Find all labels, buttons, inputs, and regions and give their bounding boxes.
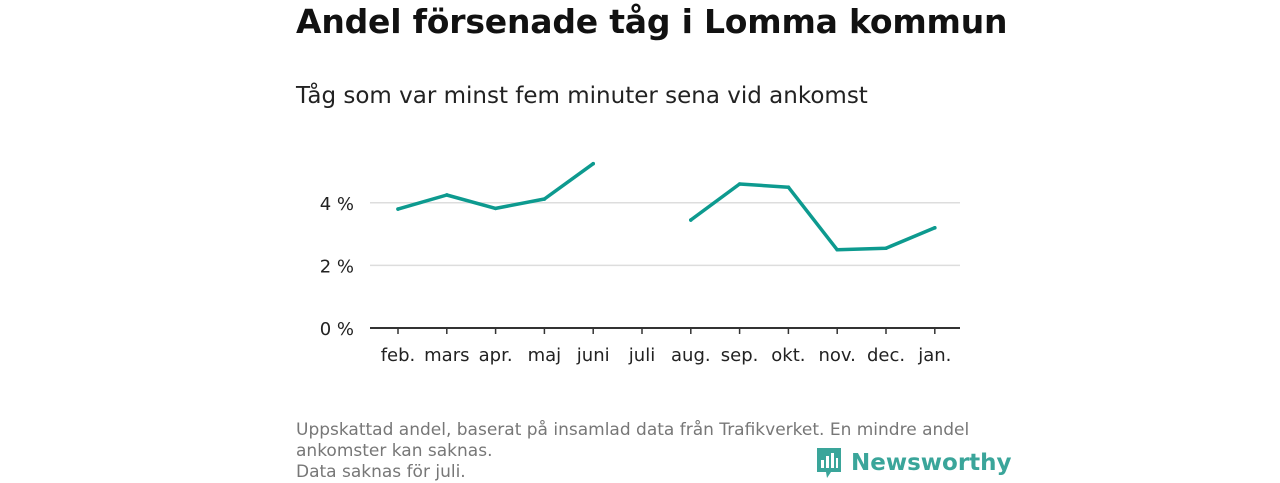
data-point [933,226,937,230]
footnote: Uppskattad andel, baserat på insamlad da… [296,420,996,483]
footnote-line-2: ankomster kan saknas. [296,441,493,461]
y-tick-label: 2 % [320,256,354,277]
x-tick-label: jan. [917,345,951,366]
data-point [445,193,449,197]
chart-subtitle: Tåg som var minst fem minuter sena vid a… [296,83,868,109]
x-tick-label: maj [528,345,562,366]
data-point [689,218,693,222]
data-point [542,197,547,201]
x-tick-label: juli [628,345,655,366]
newsworthy-logo-icon [817,448,841,478]
brand-name: Newsworthy [851,450,1012,476]
x-tick-label: nov. [818,345,855,366]
x-tick-label: feb. [381,345,416,366]
x-tick-label: dec. [867,345,905,366]
y-tick-label: 4 % [320,194,354,215]
series-line-segment [689,182,937,252]
x-tick-label: juni [576,345,610,366]
data-point [835,247,839,252]
data-point [786,185,791,189]
x-tick-label: mars [424,345,469,366]
data-point [737,182,742,186]
data-point [396,207,400,211]
data-point [884,246,888,250]
y-tick-label: 0 % [320,319,354,340]
data-point [591,161,595,166]
footnote-line-1: Uppskattad andel, baserat på insamlad da… [296,420,970,440]
x-tick-label: sep. [721,345,759,366]
brand-logo: Newsworthy [815,446,1012,480]
data-point [493,206,498,211]
x-tick-label: aug. [671,345,711,366]
x-tick-label: apr. [479,345,513,366]
footnote-line-3: Data saknas för juli. [296,462,466,482]
chart-title: Andel försenade tåg i Lomma kommun [296,2,1008,41]
x-tick-label: okt. [771,345,805,366]
